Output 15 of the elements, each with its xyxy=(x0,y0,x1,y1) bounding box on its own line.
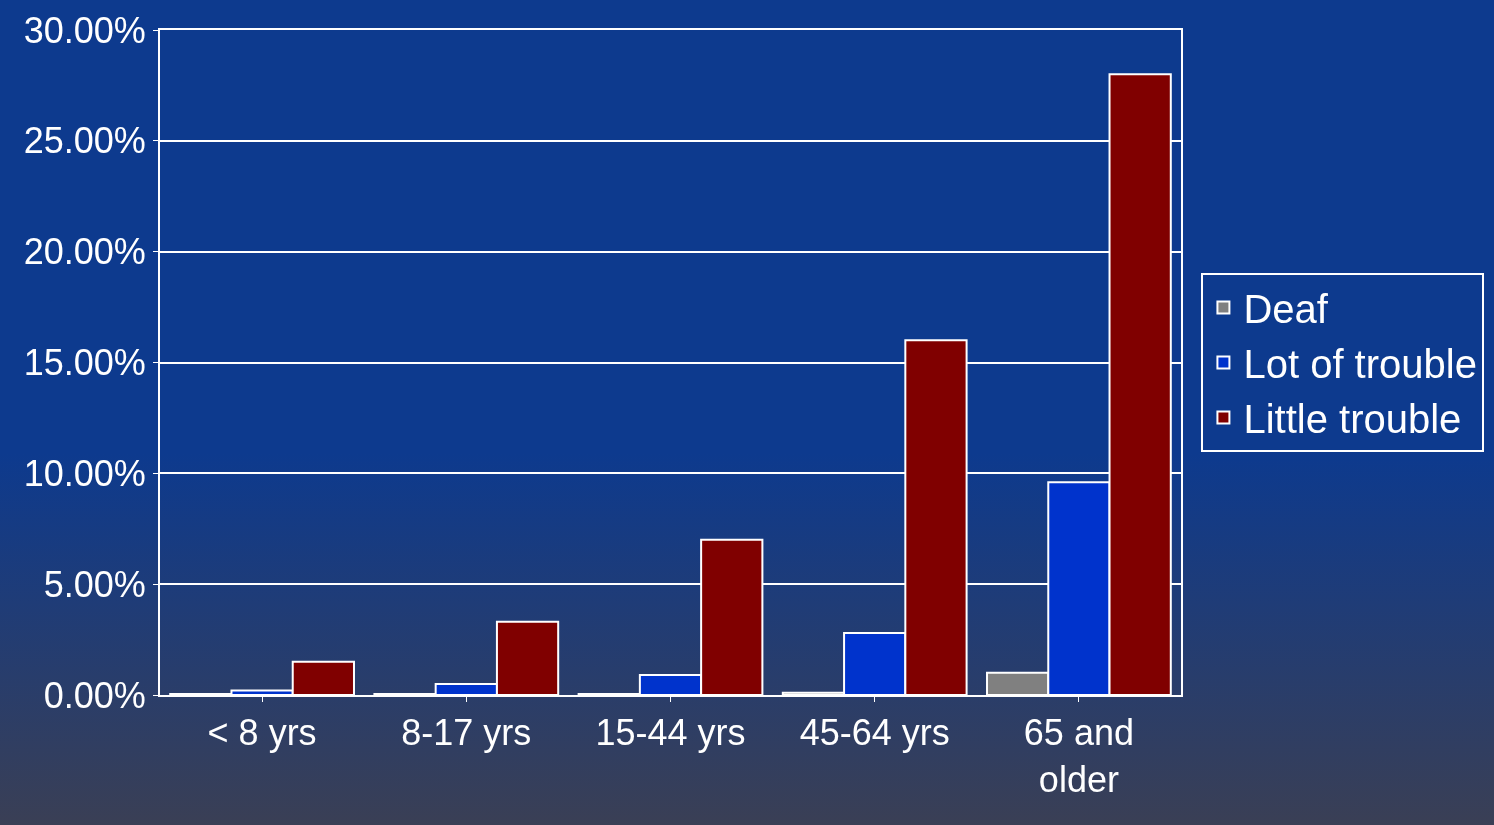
legend-label: Little trouble xyxy=(1243,397,1462,442)
x-tick-label: 65 and older xyxy=(1023,712,1134,800)
x-tick-label: 15-44 yrs xyxy=(595,712,746,754)
y-tick-label: 25.00% xyxy=(23,120,146,162)
y-tick-label: 0.00% xyxy=(43,674,146,716)
legend-label: Deaf xyxy=(1243,287,1329,332)
y-tick-label: 5.00% xyxy=(43,563,146,605)
y-tick-label: 10.00% xyxy=(23,452,146,494)
legend-label: Lot of trouble xyxy=(1243,342,1477,387)
y-tick-label: 15.00% xyxy=(23,342,146,384)
y-tick-label: 30.00% xyxy=(23,9,146,51)
x-tick-label: < 8 yrs xyxy=(207,712,317,754)
y-tick-label: 20.00% xyxy=(23,231,146,273)
x-tick-label: 45-64 yrs xyxy=(799,712,950,754)
x-tick-label: 8-17 yrs xyxy=(401,712,532,754)
